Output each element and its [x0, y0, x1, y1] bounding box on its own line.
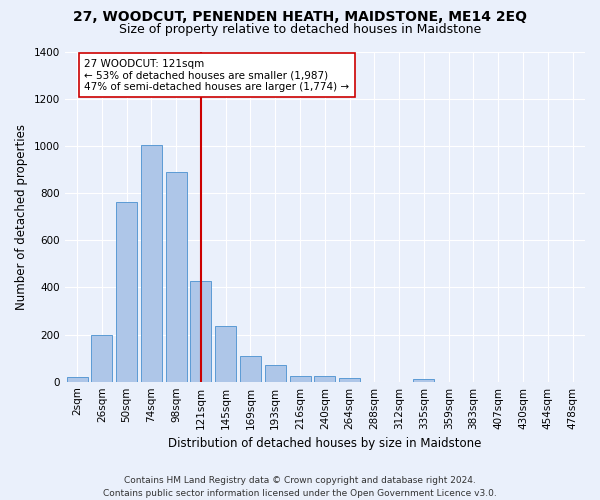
Bar — [166, 172, 187, 382]
Text: 27, WOODCUT, PENENDEN HEATH, MAIDSTONE, ME14 2EQ: 27, WOODCUT, PENENDEN HEATH, MAIDSTONE, … — [73, 10, 527, 24]
Bar — [215, 326, 236, 382]
Bar — [339, 378, 360, 382]
Y-axis label: Number of detached properties: Number of detached properties — [15, 124, 28, 310]
Bar — [141, 144, 162, 382]
Text: 27 WOODCUT: 121sqm
← 53% of detached houses are smaller (1,987)
47% of semi-deta: 27 WOODCUT: 121sqm ← 53% of detached hou… — [85, 58, 350, 92]
Bar — [240, 356, 261, 382]
Text: Contains HM Land Registry data © Crown copyright and database right 2024.
Contai: Contains HM Land Registry data © Crown c… — [103, 476, 497, 498]
X-axis label: Distribution of detached houses by size in Maidstone: Distribution of detached houses by size … — [168, 437, 482, 450]
Bar — [190, 282, 211, 382]
Bar — [67, 377, 88, 382]
Bar — [91, 334, 112, 382]
Bar — [413, 379, 434, 382]
Text: Size of property relative to detached houses in Maidstone: Size of property relative to detached ho… — [119, 22, 481, 36]
Bar — [314, 376, 335, 382]
Bar — [265, 365, 286, 382]
Bar — [116, 202, 137, 382]
Bar — [290, 376, 311, 382]
